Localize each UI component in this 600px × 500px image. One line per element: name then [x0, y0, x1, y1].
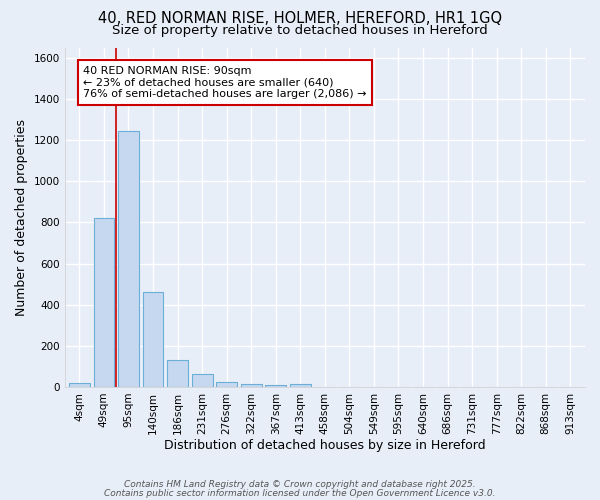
Text: Size of property relative to detached houses in Hereford: Size of property relative to detached ho…: [112, 24, 488, 37]
Bar: [191, 374, 212, 387]
Bar: [69, 383, 90, 387]
Bar: [143, 292, 163, 387]
Bar: [241, 384, 262, 387]
Bar: [216, 382, 237, 387]
Bar: [265, 385, 286, 387]
Bar: [118, 131, 139, 387]
Y-axis label: Number of detached properties: Number of detached properties: [15, 118, 28, 316]
Text: 40, RED NORMAN RISE, HOLMER, HEREFORD, HR1 1GQ: 40, RED NORMAN RISE, HOLMER, HEREFORD, H…: [98, 11, 502, 26]
X-axis label: Distribution of detached houses by size in Hereford: Distribution of detached houses by size …: [164, 440, 485, 452]
Bar: [167, 360, 188, 387]
Bar: [290, 384, 311, 387]
Text: Contains HM Land Registry data © Crown copyright and database right 2025.: Contains HM Land Registry data © Crown c…: [124, 480, 476, 489]
Text: Contains public sector information licensed under the Open Government Licence v3: Contains public sector information licen…: [104, 488, 496, 498]
Bar: [94, 218, 115, 387]
Text: 40 RED NORMAN RISE: 90sqm
← 23% of detached houses are smaller (640)
76% of semi: 40 RED NORMAN RISE: 90sqm ← 23% of detac…: [83, 66, 367, 99]
